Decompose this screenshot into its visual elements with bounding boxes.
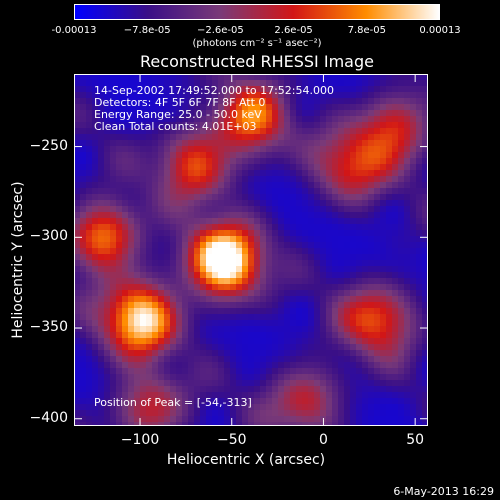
- colorbar-tick-label: 7.8e-05: [347, 25, 386, 36]
- x-tick-label: 0: [318, 432, 328, 448]
- colorbar-tick-label: −7.8e-05: [123, 25, 171, 36]
- y-tick-label: −350: [29, 319, 68, 336]
- x-tick-label: −100: [120, 432, 160, 448]
- colorbar: [74, 4, 440, 20]
- colorbar-tick-label: -0.00013: [51, 25, 97, 36]
- timestamp-footer: 6-May-2013 16:29: [393, 485, 494, 498]
- colorbar-tick-label: 2.6e-05: [274, 25, 313, 36]
- peak-position-annotation: Position of Peak = [-54,-313]: [94, 396, 252, 409]
- colorbar-tick-label: −2.6e-05: [197, 25, 244, 36]
- plot-frame: [74, 74, 428, 426]
- info-annotation: Energy Range: 25.0 - 50.0 keV: [94, 108, 262, 121]
- x-tick-label: −50: [216, 432, 247, 448]
- heatmap-plot: [74, 74, 428, 426]
- colorbar-unit-label: (photons cm⁻² s⁻¹ asec⁻²): [192, 38, 322, 49]
- y-tick-label: −250: [29, 137, 68, 154]
- x-axis-label: Heliocentric X (arcsec): [166, 452, 326, 468]
- y-tick-label: −400: [29, 409, 68, 426]
- y-tick-label: −300: [29, 228, 68, 245]
- info-annotation: Detectors: 4F 5F 6F 7F 8F Att 0: [94, 96, 266, 109]
- info-annotation: 14-Sep-2002 17:49:52.000 to 17:52:54.000: [94, 84, 334, 97]
- x-tick-label: 50: [406, 432, 425, 448]
- colorbar-tick-label: 0.00013: [419, 25, 461, 36]
- info-annotation: Clean Total counts: 4.01E+03: [94, 120, 257, 133]
- heatmap-cells: [74, 74, 428, 426]
- chart-title: Reconstructed RHESSI Image: [140, 52, 374, 71]
- y-axis-label: Heliocentric Y (arcsec): [10, 181, 26, 339]
